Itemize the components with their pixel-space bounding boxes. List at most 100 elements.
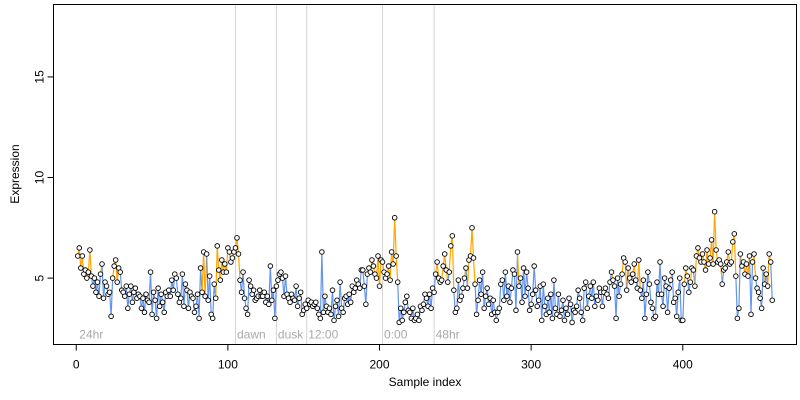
data-point [613, 315, 619, 322]
data-point [147, 269, 154, 275]
data-point [552, 305, 559, 312]
line-segment [274, 286, 277, 319]
data-point [478, 291, 484, 297]
data-point [708, 237, 715, 243]
data-point [592, 303, 598, 310]
data-point [661, 275, 668, 281]
data-point [499, 277, 506, 283]
data-point [97, 271, 104, 277]
data-point [640, 277, 647, 283]
data-point [363, 301, 369, 308]
data-point [205, 297, 211, 303]
line-segment [582, 288, 585, 321]
region-label: 12:00 [308, 328, 338, 342]
line-segment [209, 276, 212, 315]
data-point [514, 249, 521, 255]
data-point [99, 261, 105, 267]
data-point [261, 289, 268, 295]
data-point [360, 267, 366, 273]
y-axis: 5 10 15 [33, 70, 54, 281]
line-segment [515, 251, 519, 311]
line-segment [295, 286, 299, 307]
data-point [159, 299, 166, 306]
data-point [256, 287, 263, 293]
data-point [361, 283, 368, 289]
data-point [193, 303, 199, 310]
data-point [566, 295, 572, 301]
data-point [517, 275, 524, 281]
line-segment [456, 280, 459, 309]
data-point [434, 259, 440, 265]
data-point [622, 259, 628, 265]
data-point [111, 263, 117, 269]
data-point [91, 275, 98, 281]
data-point [648, 299, 654, 306]
data-point [745, 273, 751, 279]
data-point [711, 208, 718, 215]
data-point [695, 245, 701, 251]
data-point [654, 279, 660, 285]
data-point [426, 291, 433, 297]
line-segment [648, 284, 652, 303]
data-point [385, 263, 392, 269]
data-point [458, 293, 465, 299]
line-segment [770, 261, 773, 301]
data-point [657, 259, 663, 265]
data-point [114, 279, 120, 285]
data-point [369, 257, 375, 263]
data-point [94, 279, 101, 285]
data-point [190, 295, 196, 301]
line-segment [216, 245, 220, 271]
data-point [387, 277, 393, 283]
data-point [476, 277, 483, 283]
data-point [244, 311, 251, 318]
line-segment [157, 288, 161, 307]
data-point [652, 313, 659, 320]
data-point [516, 283, 522, 289]
data-point [109, 275, 116, 281]
data-point [519, 299, 525, 306]
data-point [728, 259, 735, 265]
x-tick-label: 400 [673, 358, 693, 372]
data-point [96, 293, 102, 299]
line-segment [98, 274, 102, 297]
line-segment [750, 261, 754, 315]
y-tick-label: 5 [33, 274, 47, 281]
data-point [322, 293, 328, 299]
line-segment [720, 263, 723, 285]
data-point [549, 315, 556, 322]
data-point [441, 251, 448, 257]
data-point [440, 263, 446, 269]
data-point [766, 251, 772, 257]
data-point [75, 253, 81, 259]
data-point [390, 261, 396, 267]
data-point [692, 283, 698, 289]
data-point [642, 315, 648, 322]
data-point [578, 309, 584, 316]
data-point [129, 299, 136, 306]
line-segment [714, 211, 717, 250]
data-point [294, 303, 301, 310]
data-point [347, 299, 354, 306]
line-segment [78, 247, 82, 269]
data-point [763, 271, 769, 277]
line-segment [156, 288, 159, 319]
data-point [590, 279, 597, 285]
data-point [165, 287, 172, 293]
line-segment [110, 278, 114, 317]
data-point [346, 291, 352, 297]
data-point [490, 297, 496, 303]
data-point [725, 249, 732, 255]
data-point [643, 291, 650, 297]
x-axis: 0 100 200 300 400 [73, 344, 693, 372]
data-point [329, 287, 336, 293]
data-point [705, 261, 712, 267]
line-segment [753, 253, 757, 279]
data-point [179, 271, 186, 277]
data-point [675, 289, 681, 295]
data-point [575, 287, 581, 293]
data-point [690, 267, 697, 273]
data-point [542, 303, 548, 310]
data-point [704, 247, 710, 253]
